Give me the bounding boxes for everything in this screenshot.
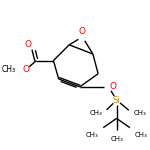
Text: CH₃: CH₃ [110, 136, 123, 142]
Text: Si: Si [113, 96, 120, 105]
Text: CH₃: CH₃ [134, 110, 146, 116]
Text: O: O [22, 65, 29, 74]
Text: CH₃: CH₃ [1, 65, 15, 74]
Text: CH₃: CH₃ [89, 110, 102, 116]
Text: O: O [110, 82, 117, 91]
Text: CH₃: CH₃ [85, 132, 98, 138]
Text: O: O [79, 27, 86, 36]
Text: O: O [24, 40, 31, 49]
Text: CH₃: CH₃ [135, 132, 148, 138]
